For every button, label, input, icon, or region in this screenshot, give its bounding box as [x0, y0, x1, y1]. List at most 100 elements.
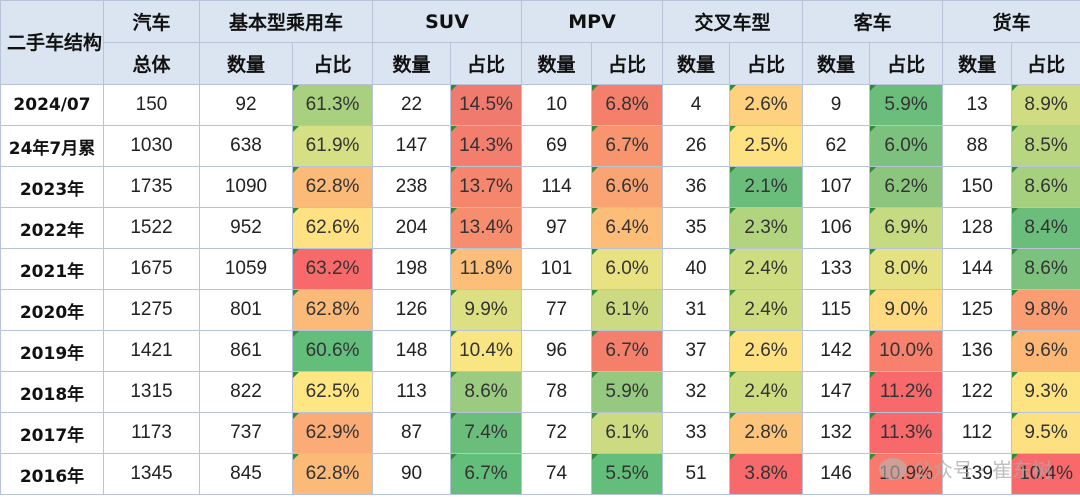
cell-count: 132	[802, 412, 871, 454]
cell-share: 10.4%	[1011, 453, 1080, 495]
table-row: 2023年 1735 1090 62.8% 238 13.7% 114 6.6% 36 2.1% 1…	[0, 166, 1080, 208]
sub-header-share: 占比	[291, 42, 374, 85]
row-label: 2016年	[0, 453, 104, 495]
cell-count: 1090	[199, 166, 293, 208]
sub-header-share: 占比	[729, 42, 804, 85]
cell-count: 62	[802, 125, 871, 167]
table-body: 2024/07 150 92 61.3% 22 14.5% 10 6.8% 4 2.6% 9 5.9%…	[0, 84, 1080, 495]
cell-share: 13.4%	[450, 207, 523, 249]
cell-count: 861	[199, 330, 293, 372]
cell-share: 63.2%	[291, 248, 374, 290]
row-label: 2017年	[0, 412, 104, 454]
cell-share: 11.3%	[869, 412, 944, 454]
cell-count: 204	[372, 207, 452, 249]
cell-share: 6.0%	[591, 248, 664, 290]
row-label: 2023年	[0, 166, 104, 208]
cell-count: 35	[662, 207, 731, 249]
cell-share: 10.4%	[450, 330, 523, 372]
cell-count: 32	[662, 371, 731, 413]
table-row: 2020年 1275 801 62.8% 126 9.9% 77 6.1% 31 2.4% 115 9…	[0, 289, 1080, 331]
cell-share: 2.6%	[729, 330, 804, 372]
cell-count: 112	[942, 412, 1013, 454]
cell-count: 115	[802, 289, 871, 331]
cell-count: 150	[942, 166, 1013, 208]
cell-count: 133	[802, 248, 871, 290]
cell-count: 107	[802, 166, 871, 208]
cell-count: 92	[199, 84, 293, 126]
row-label: 2019年	[0, 330, 104, 372]
cell-share: 6.7%	[450, 453, 523, 495]
sub-header-share: 占比	[450, 42, 523, 85]
cell-share: 6.1%	[591, 412, 664, 454]
cell-total: 1173	[103, 412, 200, 454]
group-header-suv: SUV	[372, 0, 523, 43]
cell-share: 8.6%	[1011, 248, 1080, 290]
cell-count: 238	[372, 166, 452, 208]
cell-share: 6.2%	[869, 166, 944, 208]
cell-share: 6.7%	[591, 330, 664, 372]
cell-total: 1275	[103, 289, 200, 331]
cell-count: 87	[372, 412, 452, 454]
cell-share: 2.5%	[729, 125, 804, 167]
row-label: 24年7月累	[0, 125, 104, 167]
cell-share: 62.8%	[291, 289, 374, 331]
cell-share: 5.5%	[591, 453, 664, 495]
cell-share: 6.8%	[591, 84, 664, 126]
cell-share: 2.8%	[729, 412, 804, 454]
cell-share: 8.6%	[1011, 166, 1080, 208]
group-header-truck: 货车	[942, 0, 1080, 43]
cell-share: 11.2%	[869, 371, 944, 413]
sub-header-count: 数量	[802, 42, 871, 85]
cell-share: 62.5%	[291, 371, 374, 413]
row-label: 2024/07	[0, 84, 104, 126]
cell-share: 8.5%	[1011, 125, 1080, 167]
sub-header-count: 数量	[662, 42, 731, 85]
cell-total: 1315	[103, 371, 200, 413]
cell-share: 13.7%	[450, 166, 523, 208]
cell-count: 33	[662, 412, 731, 454]
cell-share: 2.4%	[729, 289, 804, 331]
cell-count: 136	[942, 330, 1013, 372]
cell-total: 1030	[103, 125, 200, 167]
cell-share: 61.9%	[291, 125, 374, 167]
cell-total: 1421	[103, 330, 200, 372]
cell-share: 6.9%	[869, 207, 944, 249]
table-row: 2017年 1173 737 62.9% 87 7.4% 72 6.1% 33 2.8% 132 11…	[0, 412, 1080, 454]
table-row: 2021年 1675 1059 63.2% 198 11.8% 101 6.0% 40 2.4% 1…	[0, 248, 1080, 290]
row-label: 2022年	[0, 207, 104, 249]
cell-share: 8.4%	[1011, 207, 1080, 249]
header-row-groups: 二手车结构 汽车 基本型乘用车 SUV MPV 交叉车型 客车 货车	[0, 0, 1080, 85]
cell-share: 14.3%	[450, 125, 523, 167]
group-header-basic-passenger: 基本型乘用车	[198, 0, 374, 43]
cell-count: 97	[521, 207, 593, 249]
row-label: 2021年	[0, 248, 104, 290]
cell-count: 69	[521, 125, 593, 167]
cell-count: 88	[942, 125, 1013, 167]
cell-share: 9.8%	[1011, 289, 1080, 331]
cell-count: 845	[199, 453, 293, 495]
sub-header-share: 占比	[1011, 42, 1080, 85]
cell-count: 737	[199, 412, 293, 454]
cell-count: 40	[662, 248, 731, 290]
cell-count: 147	[802, 371, 871, 413]
cell-count: 37	[662, 330, 731, 372]
cell-share: 62.8%	[291, 453, 374, 495]
cell-share: 60.6%	[291, 330, 374, 372]
cell-count: 125	[942, 289, 1013, 331]
cell-share: 2.4%	[729, 248, 804, 290]
cell-share: 62.8%	[291, 166, 374, 208]
cell-count: 114	[521, 166, 593, 208]
cell-share: 2.6%	[729, 84, 804, 126]
cell-count: 113	[372, 371, 452, 413]
cell-count: 128	[942, 207, 1013, 249]
cell-share: 6.1%	[591, 289, 664, 331]
cell-share: 2.1%	[729, 166, 804, 208]
cell-count: 9	[802, 84, 871, 126]
cell-count: 13	[942, 84, 1013, 126]
cell-share: 11.8%	[450, 248, 523, 290]
sub-header-share: 占比	[869, 42, 944, 85]
cell-count: 22	[372, 84, 452, 126]
cell-share: 8.9%	[1011, 84, 1080, 126]
cell-share: 6.7%	[591, 125, 664, 167]
